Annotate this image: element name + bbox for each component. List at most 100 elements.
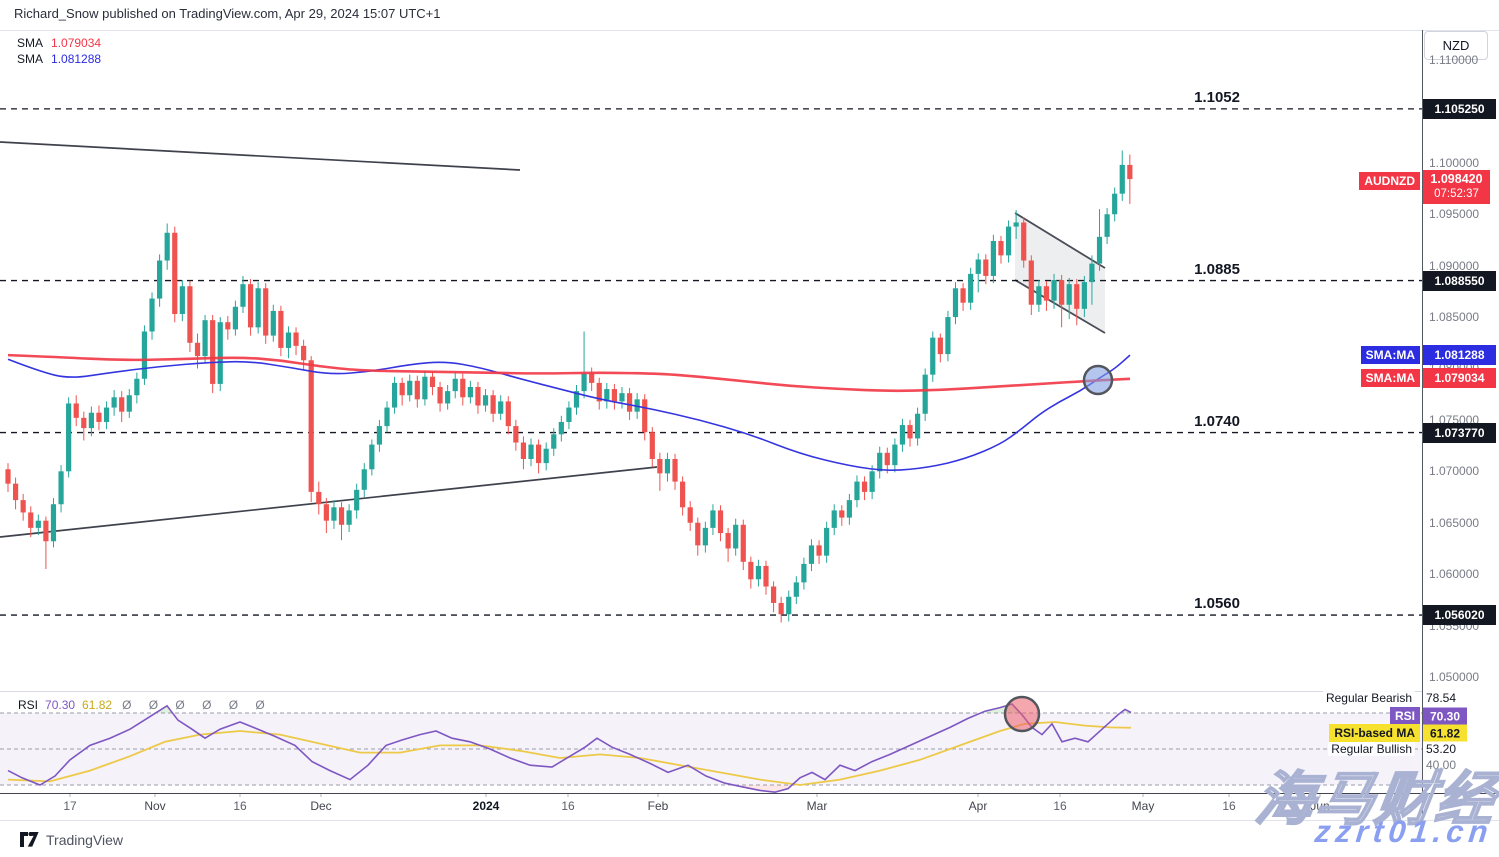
candle-body	[20, 500, 26, 513]
candle-body	[778, 602, 784, 615]
trendline_down[interactable]	[0, 141, 521, 171]
candle-body	[770, 586, 777, 603]
regular-bullish-value: 53.20	[1426, 742, 1457, 756]
candle-body	[452, 378, 458, 392]
candle-body	[338, 507, 345, 525]
candle-body	[429, 376, 436, 387]
price-tick-label: 1.095000	[1429, 207, 1480, 222]
candle-body	[884, 452, 890, 466]
candle-body	[824, 527, 830, 556]
candle-body	[899, 425, 906, 445]
candle-body	[179, 286, 185, 314]
candle-body	[119, 397, 125, 412]
sma-cross-highlight-circle[interactable]	[1082, 364, 1114, 396]
regular-bullish-label: Regular Bullish	[1328, 742, 1415, 756]
price-tick-label: 1.085000	[1429, 310, 1480, 325]
candle-body	[35, 520, 41, 528]
candle-body	[28, 512, 34, 528]
candle-body	[573, 391, 580, 408]
candle-body	[126, 395, 132, 412]
regular-bearish-value: 78.54	[1426, 691, 1457, 705]
candle-body	[604, 389, 610, 402]
candle-body	[301, 345, 307, 361]
time-tick-label: Dec	[310, 799, 332, 813]
sma-blue-value-tag: 1.081288	[1423, 345, 1496, 365]
candle-body	[1036, 286, 1042, 305]
candle-body	[960, 288, 966, 303]
candle-body	[869, 471, 875, 492]
sma-legend-row-2[interactable]: SMA 1.081288	[17, 52, 101, 66]
level-label: 1.0560	[1194, 595, 1240, 613]
candle-body	[642, 399, 648, 433]
candle-body	[202, 320, 208, 357]
candle-body	[861, 481, 868, 492]
candle-body	[1127, 164, 1133, 180]
sma-blue-line[interactable]	[7, 354, 1131, 471]
level-price-tag: 1.088550	[1423, 270, 1496, 291]
quote-currency-button[interactable]: NZD	[1424, 31, 1488, 60]
candle-body	[172, 232, 178, 314]
candle-body	[831, 510, 837, 528]
candle-body	[164, 232, 170, 261]
candle-body	[952, 288, 959, 318]
candle-body	[922, 374, 928, 414]
candle-body	[998, 240, 1004, 256]
candle-body	[558, 421, 564, 435]
candlestick-series[interactable]	[5, 150, 1133, 623]
candle-body	[407, 380, 413, 396]
sma-legend-row-1[interactable]: SMA 1.079034	[17, 36, 101, 50]
rsi-ma-name-tag: RSI-based MA	[1329, 724, 1420, 742]
candle-body	[1074, 284, 1080, 309]
time-tick-label: May	[1131, 799, 1155, 813]
candle-body	[672, 458, 678, 482]
candle-body	[1028, 260, 1034, 305]
time-tick-label: 2024	[472, 799, 500, 813]
sma-red-line[interactable]	[7, 353, 1131, 393]
candle-body	[194, 342, 201, 357]
rsi-legend[interactable]: RSI 70.30 61.82 Ø Ø Ø Ø Ø Ø	[18, 698, 272, 712]
candle-body	[695, 522, 701, 546]
candle-body	[391, 382, 398, 408]
candle-body	[346, 510, 352, 525]
level-price-tag: 1.105250	[1423, 98, 1496, 119]
candle-body	[566, 407, 572, 422]
candle-body	[915, 413, 921, 439]
candle-body	[12, 483, 19, 501]
rsi-name-tag: RSI	[1389, 707, 1420, 725]
candle-body	[755, 565, 762, 580]
channel-line-upper[interactable]	[1014, 212, 1106, 269]
time-tick-label: Jun	[1310, 799, 1330, 813]
time-tick-label: Apr	[968, 799, 988, 813]
sma-red-name-tag: SMA:MA	[1360, 369, 1420, 387]
time-tick-label: 16	[1222, 799, 1236, 813]
candle-body	[187, 286, 193, 343]
candle-body	[725, 533, 731, 549]
candle-body	[43, 520, 49, 542]
candle-body	[1089, 263, 1095, 283]
candle-body	[475, 386, 481, 406]
tradingview-brand-link[interactable]: TradingView	[20, 831, 123, 848]
candle-body	[748, 561, 754, 580]
candle-body	[354, 489, 360, 511]
candle-body	[733, 524, 739, 549]
candle-body	[149, 298, 155, 332]
candle-body	[551, 434, 557, 449]
candle-body	[422, 376, 428, 400]
candle-body	[520, 442, 527, 459]
trendline_up[interactable]	[0, 466, 658, 538]
candle-body	[414, 380, 420, 400]
sma2-value: 1.081288	[51, 52, 102, 66]
candle-body	[111, 397, 117, 408]
candle-body	[1096, 236, 1103, 264]
candle-body	[702, 527, 708, 546]
candle-body	[680, 481, 686, 508]
rsi-cross-highlight-circle[interactable]	[1003, 695, 1041, 733]
candle-body	[96, 412, 102, 422]
candle-body	[270, 310, 276, 336]
candle-body	[247, 284, 254, 328]
candle-body	[399, 382, 405, 396]
candle-body	[232, 306, 238, 330]
price-axis-border	[1422, 30, 1423, 820]
